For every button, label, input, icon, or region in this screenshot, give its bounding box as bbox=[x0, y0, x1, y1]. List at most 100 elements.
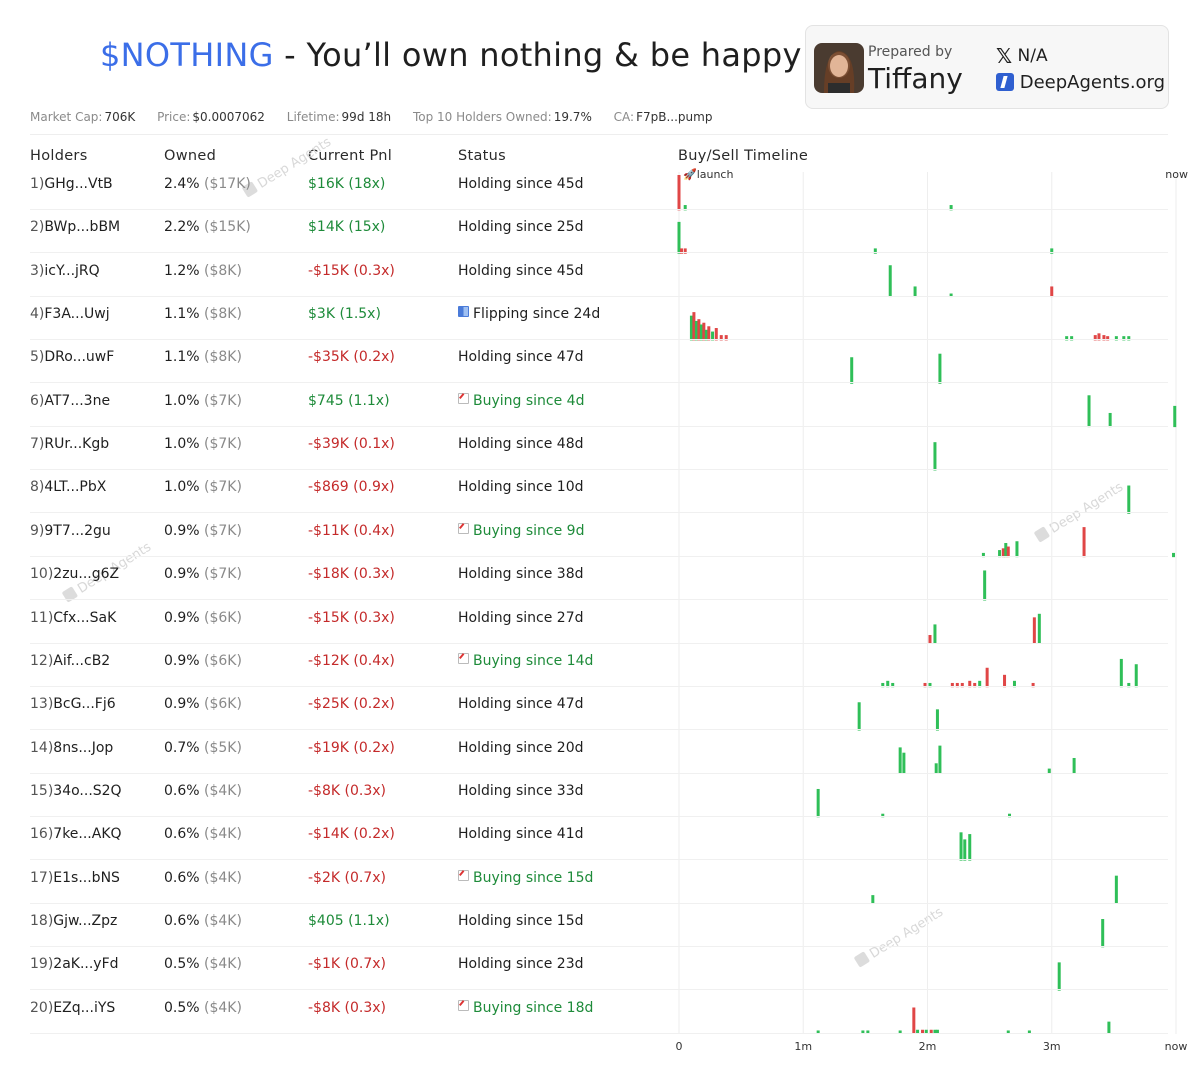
buy-bar bbox=[1050, 248, 1054, 254]
table-row[interactable]: 10)2zu...g6Z 0.9% ($7K) -$18K (0.3x) Holdin… bbox=[30, 558, 1168, 601]
table-row[interactable]: 12)Aif...cB2 0.9% ($6K) -$12K (0.4x) Buying… bbox=[30, 645, 1168, 688]
table-row[interactable]: 1)GHg...VtB 2.4% ($17K) $16K (18x) Holding … bbox=[30, 168, 1168, 211]
sell-bar bbox=[724, 335, 728, 341]
holder-addr: 8ns...Jop bbox=[53, 740, 114, 756]
holder-address[interactable]: 2)BWp...bBM bbox=[30, 219, 120, 235]
table-row[interactable]: 6)AT7...3ne 1.0% ($7K) $745 (1.1x) Buying s… bbox=[30, 385, 1168, 428]
table-row[interactable]: 5)DRo...uwF 1.1% ($8K) -$35K (0.2x) Holding… bbox=[30, 341, 1168, 384]
table-row[interactable]: 2)BWp...bBM 2.2% ($15K) $14K (15x) Holding … bbox=[30, 211, 1168, 254]
table-row[interactable]: 15)34o...S2Q 0.6% ($4K) -$8K (0.3x) Holding… bbox=[30, 775, 1168, 818]
buy-bar bbox=[1134, 664, 1138, 688]
holder-address[interactable]: 20)EZq...iYS bbox=[30, 1000, 115, 1016]
buy-bar bbox=[1015, 541, 1019, 558]
holder-address[interactable]: 11)Cfx...SaK bbox=[30, 610, 116, 626]
status-text: Holding since 23d bbox=[458, 956, 584, 972]
sell-bar bbox=[683, 248, 687, 254]
table-row[interactable]: 16)7ke...AKQ 0.6% ($4K) -$14K (0.2x) Holdin… bbox=[30, 818, 1168, 861]
holder-rank: 14) bbox=[30, 740, 54, 756]
owned-percent: 0.6% bbox=[164, 870, 200, 886]
owned-cell: 1.0% ($7K) bbox=[164, 436, 242, 452]
buy-bar bbox=[857, 702, 861, 731]
buy-bar bbox=[934, 763, 938, 774]
holder-address[interactable]: 9)9T7...2gu bbox=[30, 523, 111, 539]
buy-bar bbox=[1107, 1021, 1111, 1034]
table-row[interactable]: 19)2aK...yFd 0.5% ($4K) -$1K (0.7x) Holding… bbox=[30, 948, 1168, 991]
chart-up-icon bbox=[458, 523, 469, 534]
buy-bar bbox=[1127, 485, 1131, 514]
holder-address[interactable]: 7)RUr...Kgb bbox=[30, 436, 109, 452]
table-row[interactable]: 18)Gjw...Zpz 0.6% ($4K) $405 (1.1x) Holding… bbox=[30, 905, 1168, 948]
holder-address[interactable]: 1)GHg...VtB bbox=[30, 176, 113, 192]
buy-bar bbox=[902, 752, 906, 774]
status-text: Holding since 27d bbox=[458, 610, 584, 626]
holder-address[interactable]: 5)DRo...uwF bbox=[30, 349, 114, 365]
table-row[interactable]: 3)icY...jRQ 1.2% ($8K) -$15K (0.3x) Holding… bbox=[30, 255, 1168, 298]
table-row[interactable]: 17)E1s...bNS 0.6% ($4K) -$2K (0.7x) Buying … bbox=[30, 862, 1168, 905]
buy-bar bbox=[949, 293, 953, 298]
table-row[interactable]: 20)EZq...iYS 0.5% ($4K) -$8K (0.3x) Buying … bbox=[30, 992, 1168, 1035]
holder-address[interactable]: 3)icY...jRQ bbox=[30, 263, 100, 279]
buy-bar bbox=[704, 329, 708, 341]
stat-value-ca[interactable]: F7pB...pump bbox=[636, 110, 713, 124]
col-header-status: Status bbox=[458, 148, 507, 164]
holder-address[interactable]: 19)2aK...yFd bbox=[30, 956, 119, 972]
sell-bar bbox=[950, 682, 954, 688]
holder-address[interactable]: 15)34o...S2Q bbox=[30, 783, 122, 799]
buy-bar bbox=[1172, 552, 1176, 558]
holder-status: Buying since 14d bbox=[458, 653, 593, 669]
sell-bar bbox=[928, 635, 932, 644]
holder-address[interactable]: 13)BcG...Fj6 bbox=[30, 696, 116, 712]
owned-usd: ($6K) bbox=[204, 696, 242, 712]
holder-addr: 2zu...g6Z bbox=[53, 566, 120, 582]
owned-cell: 1.1% ($8K) bbox=[164, 306, 242, 322]
buy-bar bbox=[694, 320, 698, 341]
x-handle-link[interactable]: 𝕏 N/A bbox=[996, 44, 1048, 68]
timeline-launch-label: 🚀launch bbox=[683, 168, 733, 181]
author-name: Tiffany bbox=[868, 62, 963, 95]
owned-cell: 1.0% ($7K) bbox=[164, 479, 242, 495]
holder-status: Holding since 45d bbox=[458, 176, 584, 192]
holder-address[interactable]: 14)8ns...Jop bbox=[30, 740, 113, 756]
buy-bar bbox=[933, 624, 937, 644]
holder-address[interactable]: 12)Aif...cB2 bbox=[30, 653, 110, 669]
row-divider bbox=[30, 512, 1168, 513]
owned-percent: 1.1% bbox=[164, 306, 200, 322]
table-row[interactable]: 8)4LT...PbX 1.0% ($7K) -$869 (0.9x) Holding… bbox=[30, 471, 1168, 514]
table-row[interactable]: 11)Cfx...SaK 0.9% ($6K) -$15K (0.3x) Holdin… bbox=[30, 602, 1168, 645]
holder-rank: 4) bbox=[30, 306, 45, 322]
sell-bar bbox=[923, 682, 927, 688]
holder-address[interactable]: 6)AT7...3ne bbox=[30, 393, 110, 409]
status-text: Buying since 4d bbox=[473, 393, 585, 409]
table-row[interactable]: 7)RUr...Kgb 1.0% ($7K) -$39K (0.1x) Holding… bbox=[30, 428, 1168, 471]
owned-percent: 0.9% bbox=[164, 523, 200, 539]
owned-usd: ($4K) bbox=[204, 956, 242, 972]
table-row[interactable]: 9)9T7...2gu 0.9% ($7K) -$11K (0.4x) Buying … bbox=[30, 515, 1168, 558]
sell-bar bbox=[1032, 617, 1036, 644]
sell-bar bbox=[692, 312, 696, 341]
holder-address[interactable]: 10)2zu...g6Z bbox=[30, 566, 119, 582]
table-row[interactable]: 14)8ns...Jop 0.7% ($5K) -$19K (0.2x) Holdin… bbox=[30, 732, 1168, 775]
holder-rank: 19) bbox=[30, 956, 54, 972]
holder-addr: RUr...Kgb bbox=[44, 436, 110, 452]
holder-address[interactable]: 18)Gjw...Zpz bbox=[30, 913, 117, 929]
owned-percent: 0.5% bbox=[164, 956, 200, 972]
buy-bar bbox=[1119, 658, 1123, 688]
holder-rank: 16) bbox=[30, 826, 54, 842]
table-row[interactable]: 13)BcG...Fj6 0.9% ($6K) -$25K (0.2x) Holdin… bbox=[30, 688, 1168, 731]
timeline-tick-label: now bbox=[1165, 1040, 1188, 1053]
holder-address[interactable]: 8)4LT...PbX bbox=[30, 479, 106, 495]
status-text: Holding since 41d bbox=[458, 826, 584, 842]
holder-address[interactable]: 17)E1s...bNS bbox=[30, 870, 120, 886]
holder-addr: 34o...S2Q bbox=[53, 783, 122, 799]
holder-address[interactable]: 4)F3A...Uwj bbox=[30, 306, 110, 322]
table-row[interactable]: 4)F3A...Uwj 1.1% ($8K) $3K (1.5x) Flipping … bbox=[30, 298, 1168, 341]
buy-bar bbox=[949, 205, 953, 211]
site-link[interactable]: DeepAgents.org bbox=[996, 72, 1165, 93]
buy-bar bbox=[866, 1030, 870, 1034]
timeline-tick-label: 1m bbox=[794, 1040, 812, 1053]
stat-label-market-cap: Market Cap: bbox=[30, 110, 103, 124]
holder-address[interactable]: 16)7ke...AKQ bbox=[30, 826, 122, 842]
buy-bar bbox=[816, 788, 820, 818]
buy-bar bbox=[1006, 1030, 1010, 1034]
buy-bar bbox=[983, 570, 987, 601]
